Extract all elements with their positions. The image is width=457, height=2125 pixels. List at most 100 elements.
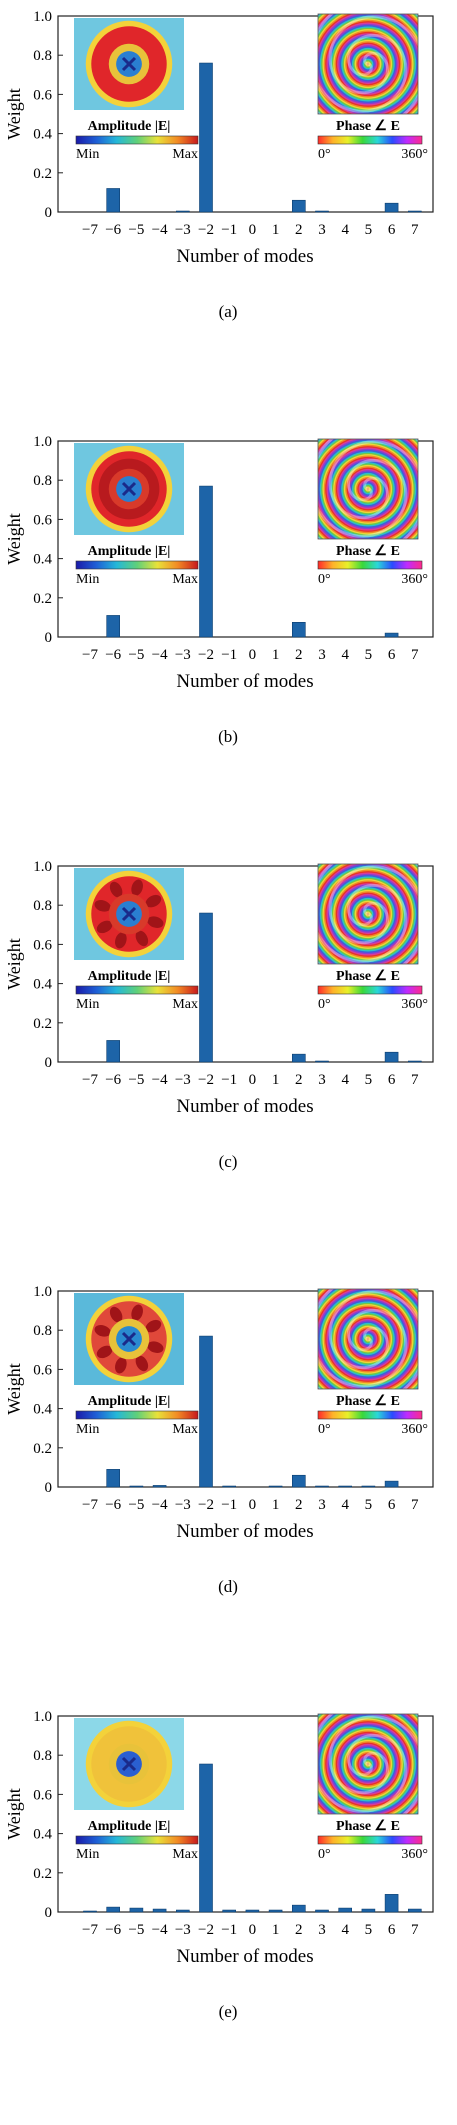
bar (129, 1907, 144, 1913)
x-tick-label: 0 (249, 1072, 257, 1088)
panel-label: (d) (218, 1577, 238, 1596)
x-tick-label: −6 (105, 647, 121, 663)
bar (291, 1904, 306, 1913)
y-tick-label: 0.4 (33, 127, 52, 143)
y-tick-label: 0.8 (33, 1323, 52, 1339)
y-tick-label: 0 (45, 630, 53, 646)
x-axis-label: Number of modes (176, 1096, 313, 1117)
x-tick-label: 0 (249, 647, 257, 663)
bar (152, 1485, 167, 1488)
x-tick-label: −7 (82, 1072, 98, 1088)
phase-inset: Phase ∠ E 0° 360° (317, 1713, 428, 1862)
bar (384, 1051, 399, 1063)
x-tick-label: −2 (198, 647, 214, 663)
x-tick-label: 3 (318, 1072, 326, 1088)
amplitude-label: Amplitude |E| (88, 1394, 171, 1409)
x-tick-label: 5 (365, 222, 373, 238)
bar (407, 1060, 422, 1063)
y-axis-label: Weight (4, 88, 24, 140)
x-axis-label: Number of modes (176, 1946, 313, 1967)
bar (245, 1909, 260, 1913)
amplitude-min-label: Min (76, 147, 99, 162)
phase-colorbar (317, 985, 423, 995)
bar (199, 912, 213, 1063)
bar (106, 188, 120, 213)
x-tick-label: 5 (365, 1497, 373, 1513)
amplitude-max-label: Max (172, 572, 198, 587)
x-tick-label: 1 (272, 647, 280, 663)
y-tick-label: 1.0 (33, 859, 52, 875)
y-tick-label: 0.8 (33, 48, 52, 64)
x-tick-label: 0 (249, 1497, 257, 1513)
phase-colorbar (317, 1835, 423, 1845)
bar (152, 1908, 167, 1913)
x-tick-label: −5 (128, 647, 144, 663)
bar (106, 1469, 120, 1488)
phase-max-label: 360° (401, 997, 428, 1012)
amplitude-max-label: Max (172, 147, 198, 162)
bar (384, 1894, 399, 1913)
x-tick-label: −3 (175, 1497, 191, 1513)
x-tick-label: −3 (175, 1922, 191, 1938)
x-tick-label: 7 (411, 647, 419, 663)
plot-frame (57, 440, 434, 638)
amplitude-label: Amplitude |E| (88, 969, 171, 984)
x-tick-label: −2 (198, 222, 214, 238)
y-tick-label: 0 (45, 1905, 53, 1921)
x-tick-label: −3 (175, 647, 191, 663)
x-tick-label: 0 (249, 1922, 257, 1938)
x-tick-label: 4 (341, 1072, 349, 1088)
bar (268, 1485, 283, 1488)
phase-min-label: 0° (318, 997, 331, 1012)
phase-min-label: 0° (318, 572, 331, 587)
amplitude-min-label: Min (76, 1422, 99, 1437)
x-tick-label: 7 (411, 1072, 419, 1088)
x-tick-label: −6 (105, 1072, 121, 1088)
x-tick-label: 1 (272, 1922, 280, 1938)
x-tick-label: 2 (295, 1922, 303, 1938)
bar (407, 210, 422, 213)
x-tick-label: −7 (82, 222, 98, 238)
y-tick-label: 1.0 (33, 1709, 52, 1725)
bar (106, 1906, 120, 1913)
amplitude-inset: Amplitude |E| Min Max (74, 18, 199, 162)
x-tick-label: 5 (365, 1922, 373, 1938)
amplitude-colorbar (75, 1835, 199, 1845)
x-tick-label: 2 (295, 647, 303, 663)
x-tick-label: 5 (365, 1072, 373, 1088)
x-tick-label: −6 (105, 1922, 121, 1938)
x-tick-label: 1 (272, 1497, 280, 1513)
x-tick-label: −6 (105, 1497, 121, 1513)
x-tick-label: 6 (388, 1072, 396, 1088)
bar (222, 1909, 236, 1913)
phase-max-label: 360° (401, 1422, 428, 1437)
x-tick-label: −5 (128, 222, 144, 238)
phase-min-label: 0° (318, 1847, 331, 1862)
amplitude-colorbar (75, 1410, 199, 1420)
x-tick-label: 5 (365, 647, 373, 663)
bar (384, 1480, 399, 1488)
y-tick-label: 0.2 (33, 1441, 52, 1457)
bar (384, 632, 399, 638)
panel-label: (b) (218, 727, 238, 746)
y-tick-label: 0.8 (33, 473, 52, 489)
phase-label: Phase ∠ E (336, 969, 400, 984)
panel-label: (c) (219, 1152, 238, 1171)
amplitude-label: Amplitude |E| (88, 1819, 171, 1834)
phase-max-label: 360° (401, 1847, 428, 1862)
x-tick-label: 4 (341, 222, 349, 238)
x-tick-label: 6 (388, 1497, 396, 1513)
bar (176, 210, 190, 213)
y-tick-label: 0.2 (33, 1016, 52, 1032)
phase-min-label: 0° (318, 1422, 331, 1437)
bar (407, 1908, 422, 1913)
amplitude-inset: Amplitude |E| Min Max (74, 868, 199, 1012)
y-tick-label: 0 (45, 1055, 53, 1071)
y-tick-label: 0.8 (33, 1748, 52, 1764)
y-tick-label: 0.4 (33, 1827, 52, 1843)
bar (129, 1485, 144, 1488)
bar (106, 615, 120, 638)
